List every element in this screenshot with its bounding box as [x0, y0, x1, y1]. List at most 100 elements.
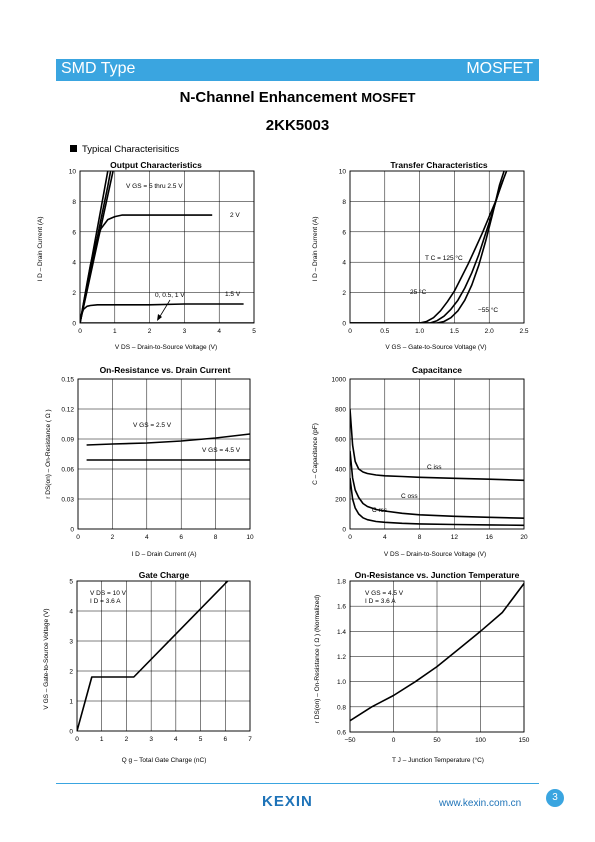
bullet-square-icon — [70, 145, 77, 152]
y-tick-label: 6 — [72, 229, 76, 236]
y-tick-label: 0.8 — [337, 704, 346, 711]
x-tick-label: 2 — [125, 736, 129, 743]
x-tick-label: 0 — [348, 534, 352, 541]
y-tick-label: 0 — [342, 527, 346, 534]
series-line — [350, 477, 524, 527]
y-tick-label: 1.0 — [337, 679, 346, 686]
x-tick-label: 1 — [113, 328, 117, 335]
x-tick-label: −50 — [344, 737, 355, 744]
x-tick-label: 6 — [223, 736, 227, 743]
header-right: MOSFET — [466, 60, 533, 77]
series-line — [350, 408, 524, 482]
kexin-logo: KEXIN — [262, 793, 313, 810]
annotation-1_5v: 1.5 V — [225, 291, 241, 298]
chart-title: On-Resistance vs. Drain Current — [100, 365, 231, 375]
annotation-crss: C rss — [372, 507, 388, 514]
x-axis-label: Q g – Total Gate Charge (nC) — [122, 757, 207, 764]
y-tick-label: 1 — [69, 699, 73, 706]
series-line — [350, 450, 524, 519]
header-left: SMD Type — [61, 60, 136, 77]
x-tick-label: 4 — [383, 534, 387, 541]
annotation-id: I D = 3.6 A — [365, 598, 396, 605]
y-tick-label: 4 — [342, 260, 346, 267]
y-tick-label: 3 — [69, 639, 73, 646]
x-tick-label: 2 — [111, 534, 115, 541]
y-tick-label: 0 — [72, 321, 76, 328]
x-tick-label: 5 — [252, 328, 256, 335]
x-tick-label: 50 — [433, 737, 441, 744]
chart-title: Transfer Characteristics — [390, 160, 488, 170]
x-tick-label: 2.0 — [485, 328, 494, 335]
x-tick-label: 7 — [248, 736, 252, 743]
chart-title: Capacitance — [412, 365, 462, 375]
x-tick-label: 0 — [392, 737, 396, 744]
y-axis-label: r DS(on) – On-Resistance ( Ω ) — [45, 409, 52, 498]
plot-frame — [349, 580, 525, 733]
plot-frame — [76, 580, 251, 732]
chart-title: Gate Charge — [139, 570, 190, 580]
footer-url[interactable]: www.kexin.com.cn — [439, 798, 522, 809]
x-tick-label: 1.5 — [450, 328, 459, 335]
chart-title: Output Characteristics — [110, 160, 202, 170]
y-tick-label: 0.12 — [61, 407, 74, 414]
x-tick-label: 4 — [174, 736, 178, 743]
x-tick-label: 0 — [75, 736, 79, 743]
y-tick-label: 0 — [70, 527, 74, 534]
chart-title: On-Resistance vs. Junction Temperature — [355, 570, 520, 580]
annotation-vgs-2_5: V GS = 2.5 V — [133, 422, 172, 429]
x-tick-label: 8 — [418, 534, 422, 541]
pointer-arrow — [158, 299, 171, 319]
x-tick-label: 4 — [217, 328, 221, 335]
x-tick-label: 5 — [199, 736, 203, 743]
x-tick-label: 100 — [475, 737, 486, 744]
arrow-head-icon — [157, 314, 162, 321]
section-label: Typical Characterisitics — [82, 144, 180, 155]
y-tick-label: 10 — [339, 169, 347, 176]
x-tick-label: 3 — [149, 736, 153, 743]
series-line — [80, 303, 244, 323]
y-tick-label: 0 — [342, 321, 346, 328]
x-axis-label: V GS – Gate-to-Source Voltage (V) — [385, 344, 486, 351]
y-tick-label: 2 — [342, 290, 346, 297]
y-tick-label: 5 — [69, 579, 73, 586]
y-axis-label: I D – Drain Current (A) — [312, 216, 319, 281]
y-tick-label: 4 — [69, 609, 73, 616]
plot-frame — [77, 378, 251, 530]
y-axis-label: V GS – Gate-to-Source Voltage (V) — [43, 608, 50, 709]
title-prefix: N-Channel Enhancement — [179, 89, 358, 106]
series-line — [350, 171, 505, 323]
x-tick-label: 2.5 — [519, 328, 528, 335]
annotation-minus55c: −55 °C — [478, 306, 498, 314]
title-suffix: MOSFET — [361, 90, 416, 105]
annotation-2v: 2 V — [230, 212, 240, 219]
annotation-id: I D = 3.6 A — [90, 598, 121, 605]
x-tick-label: 0 — [78, 328, 82, 335]
annotation-vds: V DS = 10 V — [90, 590, 127, 597]
x-tick-label: 3 — [183, 328, 187, 335]
chart-on-resistance-drain-current: On-Resistance vs. Drain Current 0 2 4 6 8 10 0… — [45, 365, 254, 558]
y-tick-label: 400 — [335, 467, 346, 474]
annotation-125c: T C = 125 °C — [425, 254, 463, 262]
series-line — [350, 171, 508, 323]
series-line — [86, 433, 250, 446]
y-tick-label: 1.8 — [337, 579, 346, 586]
annotation-0-0_5-1v: 0, 0.5, 1 V — [155, 292, 185, 299]
x-tick-label: 2 — [148, 328, 152, 335]
y-tick-label: 6 — [342, 229, 346, 236]
y-tick-label: 2 — [72, 290, 76, 297]
x-axis-label: I D – Drain Current (A) — [131, 551, 196, 558]
x-tick-label: 10 — [246, 534, 254, 541]
y-tick-label: 0.09 — [61, 437, 74, 444]
annotation-vgs: V GS = 4.5 V — [365, 590, 404, 597]
y-tick-label: 200 — [335, 497, 346, 504]
section-heading: Typical Characterisitics — [70, 144, 179, 155]
x-axis-label: V DS – Drain-to-Source Voltage (V) — [384, 551, 486, 558]
series-line — [350, 583, 524, 722]
chart-transfer-characteristics: Transfer Characteristics 0 0.5 1.0 1.5 2.0 2.… — [312, 160, 529, 351]
y-tick-label: 0.03 — [61, 497, 74, 504]
footer-divider — [56, 783, 539, 784]
y-axis-label: C – Capacitance (pF) — [312, 423, 319, 485]
x-tick-label: 1.0 — [415, 328, 424, 335]
x-tick-label: 20 — [520, 534, 528, 541]
